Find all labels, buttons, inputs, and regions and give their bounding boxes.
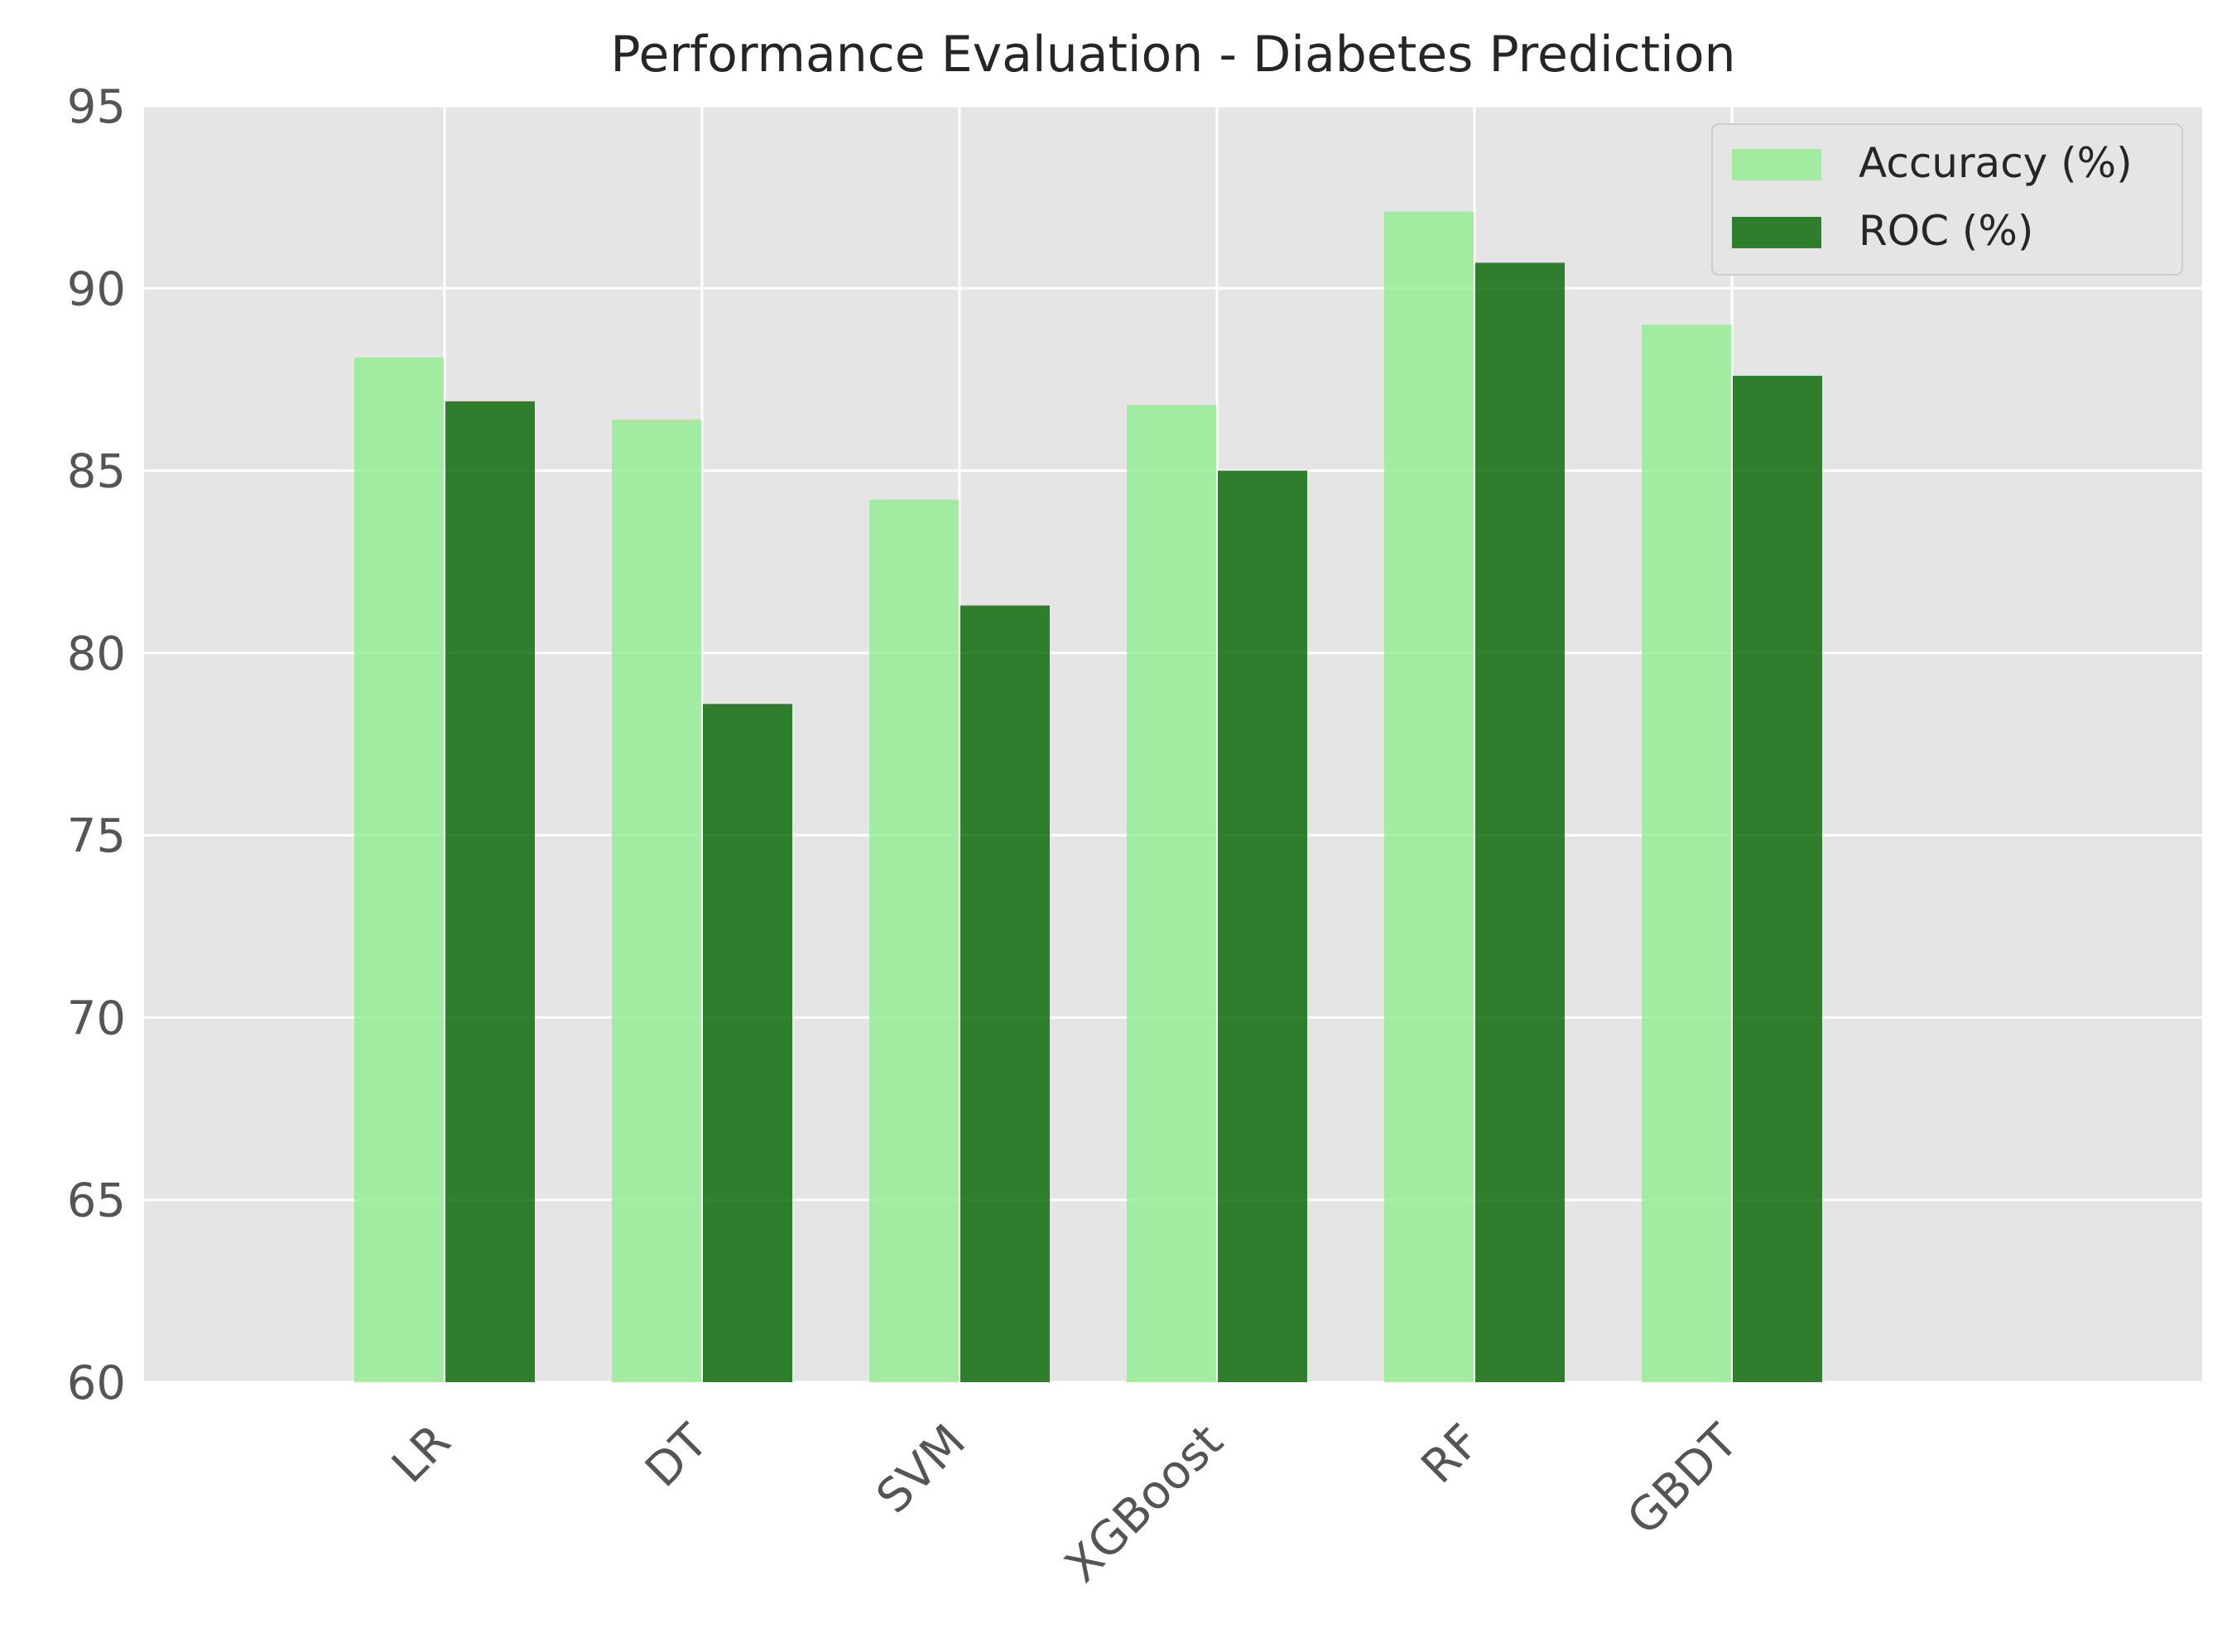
y-tick-label: 85 [67,445,126,499]
y-tick-label: 90 [67,262,126,316]
x-tick-labels: LR DT SVM XGBoost RF GBDT [382,1414,1748,1592]
bar-roc [703,704,792,1382]
bars [354,211,1822,1383]
x-tick-label: DT [635,1414,719,1497]
x-tick-label: XGBoost [1055,1414,1234,1593]
bar-accuracy [612,419,701,1383]
legend: Accuracy (%) ROC (%) [1711,123,2183,276]
y-tick-label: 80 [67,627,126,681]
bar-roc [1733,376,1822,1383]
x-tick-label: RF [1412,1414,1491,1494]
y-tick-labels: 60 65 70 75 80 85 90 95 [67,80,126,1410]
legend-swatch-accuracy [1732,149,1821,180]
bar-roc [445,401,535,1383]
chart-title: Performance Evaluation - Diabetes Predic… [610,26,1735,84]
x-tick-label: LR [382,1414,461,1494]
x-tick-label: GBDT [1617,1414,1748,1545]
y-tick-label: 60 [67,1357,126,1410]
y-tick-label: 95 [67,80,126,134]
bar-accuracy [1384,211,1474,1382]
bar-accuracy [869,499,959,1382]
y-tick-label: 70 [67,992,126,1045]
bar-accuracy [354,357,444,1383]
x-tick-label: SVM [867,1414,976,1524]
bar-roc [960,605,1050,1382]
y-tick-label: 65 [67,1174,126,1228]
y-tick-label: 75 [67,809,126,863]
legend-swatch-roc [1732,217,1821,248]
legend-label-accuracy: Accuracy (%) [1859,139,2133,187]
bar-accuracy [1642,324,1731,1382]
bar-roc [1218,470,1307,1382]
legend-label-roc: ROC (%) [1859,207,2033,255]
bar-roc [1475,262,1565,1383]
bar-accuracy [1127,405,1216,1383]
legend-box [1711,123,2183,276]
